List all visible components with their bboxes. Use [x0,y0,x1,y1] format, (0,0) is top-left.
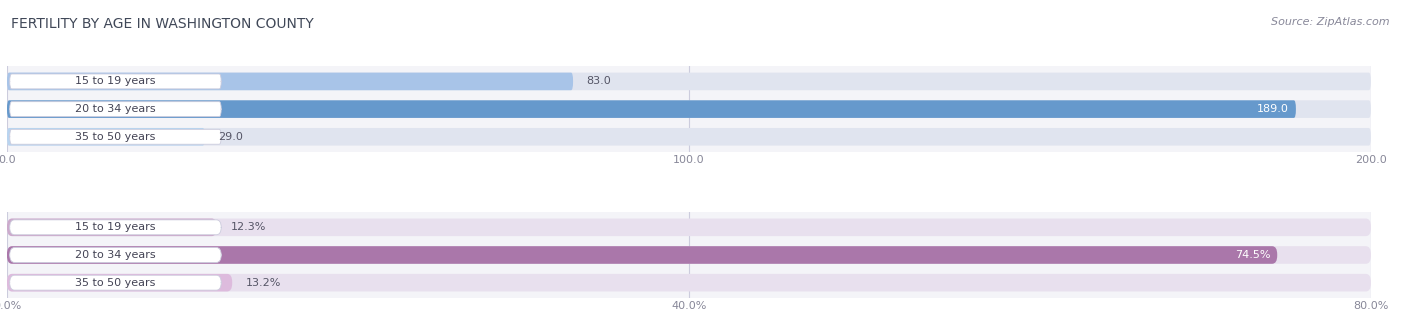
FancyBboxPatch shape [7,100,1371,118]
Text: 189.0: 189.0 [1257,104,1289,114]
Text: 15 to 19 years: 15 to 19 years [75,222,156,232]
FancyBboxPatch shape [7,218,217,236]
Text: 13.2%: 13.2% [246,278,281,288]
FancyBboxPatch shape [7,218,1371,236]
Text: 20 to 34 years: 20 to 34 years [75,250,156,260]
FancyBboxPatch shape [7,274,232,292]
Text: 35 to 50 years: 35 to 50 years [76,132,156,142]
FancyBboxPatch shape [10,248,221,262]
FancyBboxPatch shape [10,220,221,235]
Text: 12.3%: 12.3% [231,222,266,232]
FancyBboxPatch shape [7,72,574,90]
FancyBboxPatch shape [10,102,221,117]
FancyBboxPatch shape [7,246,1371,264]
Text: 83.0: 83.0 [586,76,612,86]
Text: 29.0: 29.0 [218,132,243,142]
Text: FERTILITY BY AGE IN WASHINGTON COUNTY: FERTILITY BY AGE IN WASHINGTON COUNTY [11,17,314,30]
FancyBboxPatch shape [7,274,1371,292]
FancyBboxPatch shape [7,100,1296,118]
FancyBboxPatch shape [7,128,1371,146]
FancyBboxPatch shape [10,275,221,290]
FancyBboxPatch shape [10,129,221,144]
FancyBboxPatch shape [10,74,221,89]
Text: 74.5%: 74.5% [1234,250,1270,260]
FancyBboxPatch shape [7,128,205,146]
Text: 35 to 50 years: 35 to 50 years [76,278,156,288]
Text: 15 to 19 years: 15 to 19 years [75,76,156,86]
FancyBboxPatch shape [7,72,1371,90]
Text: 20 to 34 years: 20 to 34 years [75,104,156,114]
Text: Source: ZipAtlas.com: Source: ZipAtlas.com [1271,17,1389,26]
FancyBboxPatch shape [7,246,1277,264]
